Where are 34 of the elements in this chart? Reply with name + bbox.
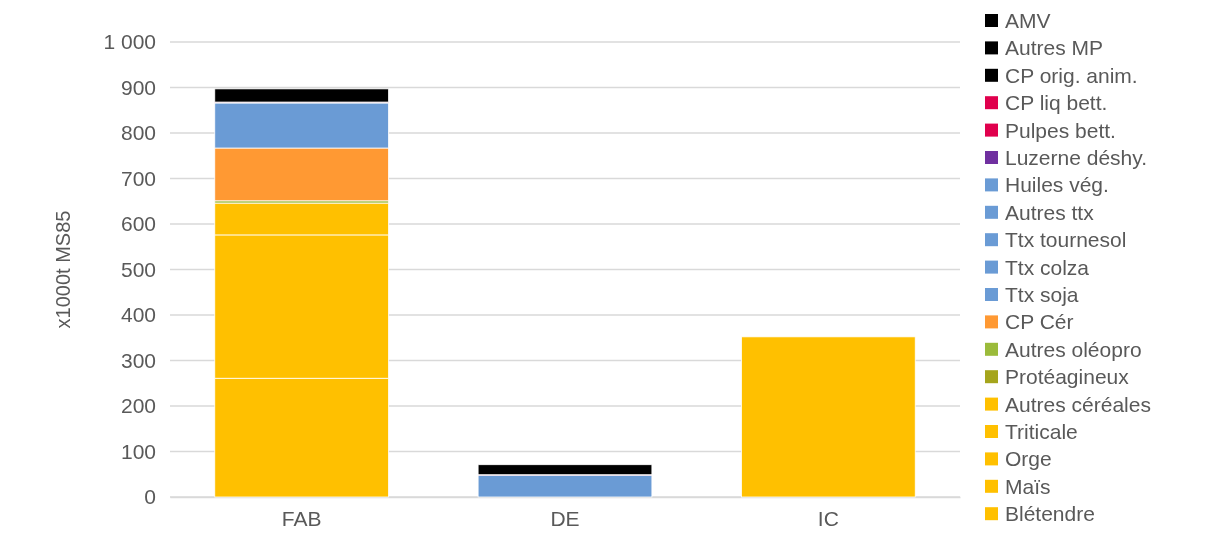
legend-label: Protéagineux — [1005, 365, 1130, 389]
legend-label: CP liq bett. — [1005, 91, 1108, 115]
x-tick-label: FAB — [281, 506, 322, 530]
legend-label: Orge — [1005, 447, 1052, 471]
legend-label: Autres céréales — [1005, 392, 1151, 416]
y-tick-label: 200 — [120, 394, 156, 418]
legend-label: Pulpes bett. — [1005, 118, 1116, 142]
y-tick-label: 300 — [120, 348, 156, 372]
legend-label: Ttx tournesol — [1005, 228, 1127, 252]
legend-label: Autres oléopro — [1005, 337, 1142, 361]
y-tick-label: 1 000 — [103, 30, 156, 54]
y-tick-label: 700 — [120, 166, 156, 190]
x-tick-label: DE — [550, 506, 580, 530]
legend-label: Huiles vég. — [1005, 173, 1109, 197]
legend-label: Autres MP — [1005, 36, 1104, 60]
legend-label: Triticale — [1005, 420, 1078, 443]
y-tick-label: 0 — [144, 485, 156, 509]
legend-label: Ttx colza — [1005, 255, 1090, 279]
y-tick-label: 500 — [120, 257, 156, 281]
legend-label: Luzerne déshy. — [1005, 146, 1148, 169]
y-tick-label: 100 — [120, 439, 156, 463]
y-tick-label: 400 — [120, 303, 156, 327]
legend-label: CP orig. anim. — [1005, 63, 1138, 87]
y-tick-label: 800 — [120, 121, 156, 145]
legend-label: Maïs — [1005, 474, 1051, 498]
x-tick-label: IC — [817, 506, 839, 530]
legend-label: CP Cér — [1005, 310, 1074, 334]
y-tick-label: 900 — [120, 75, 156, 99]
legend-label: Autres ttx — [1005, 200, 1095, 224]
legend-label: AMV — [1005, 9, 1051, 32]
y-axis-title: x1000t MS85 — [52, 210, 74, 329]
legend-label: Blétendre — [1005, 502, 1095, 526]
legend-label: Ttx soja — [1005, 283, 1079, 306]
y-tick-label: 600 — [120, 212, 156, 236]
